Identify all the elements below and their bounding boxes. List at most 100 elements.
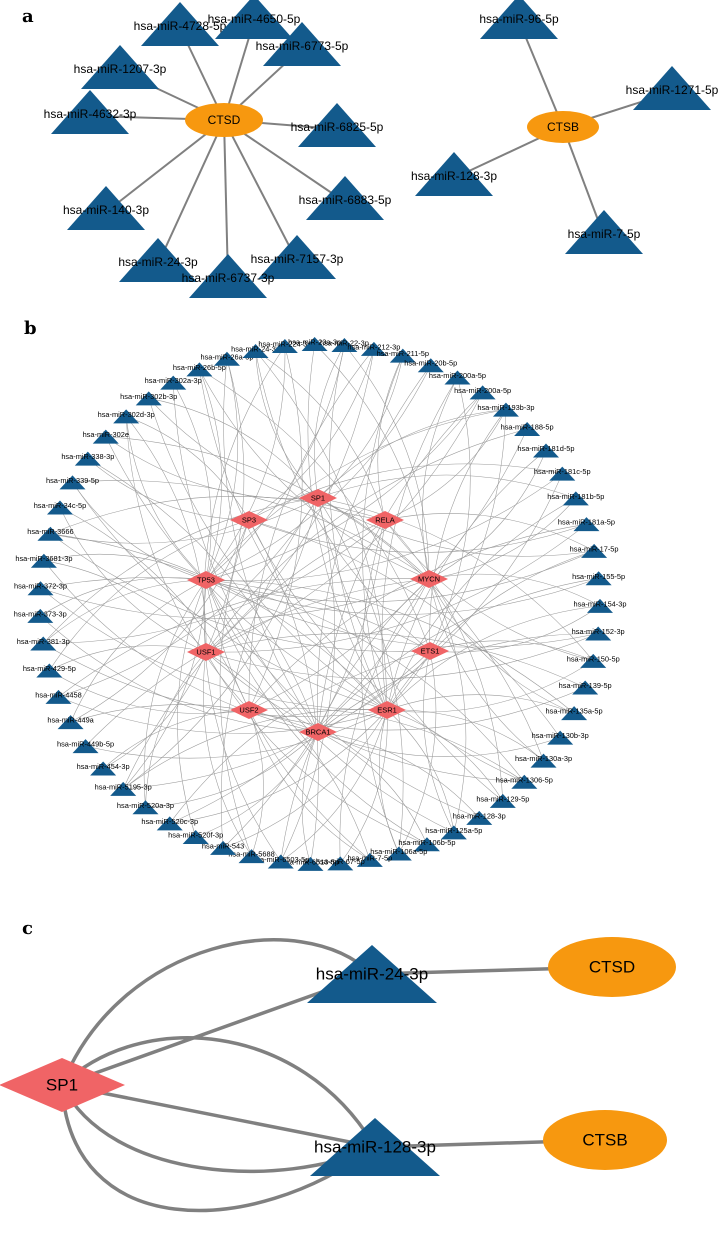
- regulation-edge: [386, 709, 455, 833]
- regulation-edge: [248, 519, 587, 553]
- mirna-label: hsa-miR-4632-3p: [44, 107, 137, 121]
- regulation-edge: [398, 650, 437, 854]
- mirna-node: [514, 422, 541, 437]
- mirna-node: [45, 689, 72, 704]
- regulation-edge: [255, 350, 386, 521]
- regulation-edge: [205, 409, 506, 581]
- tf-label: SP3: [242, 516, 256, 525]
- regulation-edge: [384, 409, 507, 521]
- regulation-edge: [280, 709, 388, 862]
- regulation-edge: [248, 428, 528, 711]
- regulation-edge: [58, 578, 430, 698]
- regulation-edge: [248, 709, 264, 857]
- mirna-node: [72, 739, 99, 754]
- regulation-edge: [105, 436, 319, 499]
- mirna-label: hsa-miR-543: [202, 841, 244, 850]
- regulation-edge: [205, 365, 432, 581]
- mirna-label: hsa-miR-96-5p: [479, 12, 559, 26]
- mirna-label: hsa-miR-6503-5p: [252, 855, 309, 864]
- mirna-node: [306, 176, 384, 220]
- regulation-edge: [72, 482, 207, 581]
- regulation-edge: [280, 497, 336, 862]
- regulation-edge: [248, 463, 563, 521]
- regulation-edge: [301, 731, 319, 864]
- regulation-edge: [428, 578, 575, 714]
- mirna-node: [549, 466, 576, 481]
- mirna-label: hsa-miR-520f-3p: [168, 830, 223, 839]
- mirna-label: hsa-miR-381-3p: [17, 637, 70, 646]
- regulation-edge: [248, 346, 303, 711]
- regulation-edge: [317, 633, 599, 733]
- regulation-edge: [40, 587, 388, 711]
- interaction-edge: [223, 119, 298, 262]
- mirna-node: [489, 793, 516, 808]
- regulation-edge: [317, 392, 483, 733]
- regulation-edge: [148, 398, 388, 711]
- mirna-node: [215, 0, 293, 39]
- mirna-label: hsa-miR-152-3p: [572, 627, 625, 636]
- mirna-label: hsa-miR-6737-3p: [182, 271, 275, 285]
- mirna-label: hsa-miR-154-3p: [573, 599, 626, 608]
- mirna-node: [440, 825, 467, 840]
- mirna-node: [301, 337, 328, 352]
- regulation-edge: [125, 416, 250, 711]
- regulation-edge: [40, 615, 319, 733]
- mirna-node: [210, 840, 237, 855]
- regulation-edge: [429, 409, 507, 652]
- regulation-edge: [87, 458, 250, 521]
- mirna-label: hsa-miR-200a-5p: [429, 371, 486, 380]
- panel-c-label: c: [22, 918, 33, 939]
- regulation-edge: [361, 519, 400, 854]
- regulation-edge: [42, 497, 319, 644]
- mirna-label: hsa-miR-429-5p: [23, 664, 76, 673]
- mirna-node: [30, 553, 57, 568]
- mirna-node: [530, 753, 557, 768]
- mirna-label: hsa-miR-339-5p: [46, 476, 99, 485]
- regulation-edge: [379, 709, 400, 854]
- tf-node: [368, 701, 406, 719]
- regulation-edge: [126, 416, 250, 521]
- mirna-label: hsa-miR-181b-5p: [547, 492, 604, 501]
- mirna-label: hsa-miR-449a: [47, 716, 94, 725]
- regulation-edge: [317, 731, 428, 845]
- tf-node: [299, 489, 337, 507]
- regulation-edge: [143, 579, 207, 808]
- tf-node: [230, 511, 268, 529]
- regulation-edge: [248, 519, 525, 783]
- mirna-label: hsa-miR-1306-5p: [496, 775, 553, 784]
- tf-node: [410, 570, 448, 588]
- regulation-edge: [123, 650, 431, 790]
- gene-label: CTSB: [582, 1131, 627, 1150]
- regulation-edge: [195, 731, 319, 838]
- regulation-edge: [317, 474, 576, 499]
- regulation-edge: [145, 651, 207, 808]
- mirna-label: hsa-miR-193b-3p: [477, 403, 534, 412]
- interaction-edge: [61, 1083, 376, 1149]
- mirna-node: [189, 254, 267, 298]
- mirna-node: [573, 517, 600, 532]
- mirna-label: hsa-miR-211-5p: [377, 349, 429, 358]
- mirna-label: hsa-miR-128-3p: [453, 811, 506, 820]
- mirna-node: [110, 781, 137, 796]
- mirna-label: hsa-miR-302d-3p: [98, 410, 155, 419]
- regulation-edge: [85, 578, 430, 747]
- regulation-edge: [58, 497, 319, 698]
- regulation-edge: [123, 709, 388, 790]
- mirna-label: hsa-miR-1207-3p: [74, 62, 167, 76]
- regulation-edge: [199, 369, 223, 581]
- mirna-node: [238, 849, 265, 864]
- mirna-node: [310, 1118, 440, 1176]
- mirna-label: hsa-miR-6513-5p: [282, 857, 339, 866]
- mirna-node: [415, 152, 493, 196]
- mirna-node: [242, 343, 269, 358]
- regulation-edge: [339, 578, 430, 864]
- regulation-edge: [205, 358, 245, 653]
- regulation-edge: [169, 578, 430, 824]
- mirna-label: hsa-miR-20b-5p: [404, 359, 457, 368]
- mirna-node: [81, 45, 159, 89]
- mirna-node: [492, 402, 519, 417]
- tf-label: ESR1: [377, 706, 397, 715]
- mirna-node: [297, 856, 324, 871]
- regulation-edge: [49, 645, 207, 671]
